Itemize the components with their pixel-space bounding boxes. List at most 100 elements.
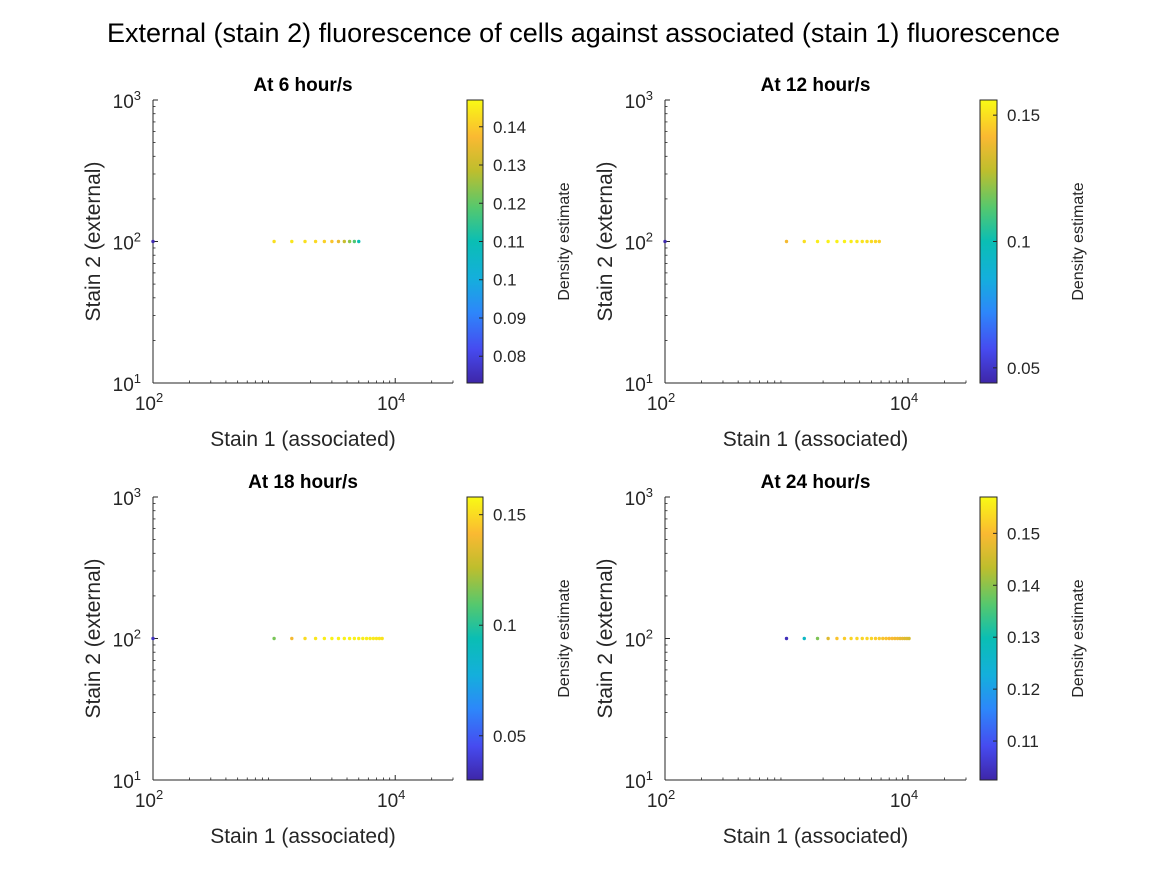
colorbar-tick-label: 0.1	[493, 616, 517, 635]
data-point	[272, 239, 276, 244]
y-tick-label: 101	[625, 768, 653, 793]
colorbar-tick-label: 0.15	[1007, 106, 1040, 125]
colorbar-label: Density estimate	[1070, 182, 1087, 300]
data-point	[151, 636, 155, 641]
data-point	[887, 636, 891, 641]
plot-area	[153, 497, 453, 780]
data-point	[849, 636, 853, 641]
colorbar	[979, 496, 998, 781]
colorbar-tick-label: 0.12	[493, 194, 526, 213]
y-tick-label: 103	[113, 88, 141, 113]
colorbar-tick-label: 0.14	[1007, 576, 1040, 595]
colorbar-tick-label: 0.1	[1007, 233, 1031, 252]
x-tick-label: 104	[377, 390, 405, 415]
x-tick-label: 102	[135, 390, 163, 415]
subplot-title: At 24 hour/s	[761, 472, 871, 493]
colorbar-tick-label: 0.08	[493, 347, 526, 366]
data-point	[357, 239, 361, 244]
data-point	[330, 239, 334, 244]
data-point	[869, 239, 874, 244]
y-tick-label: 103	[113, 485, 141, 510]
data-point	[905, 636, 909, 641]
x-tick-label: 102	[135, 787, 163, 812]
colorbar	[466, 99, 484, 384]
y-tick-label: 102	[625, 230, 653, 255]
colorbar-tick-label: 0.11	[1007, 732, 1039, 751]
data-point	[877, 239, 881, 244]
data-point	[835, 239, 839, 244]
data-point	[357, 636, 361, 641]
data-point	[895, 636, 900, 641]
y-tick-label: 101	[113, 768, 141, 793]
colorbar-label: Density estimate	[1070, 579, 1087, 697]
y-axis-label: Stain 2 (external)	[594, 559, 617, 719]
data-point	[893, 636, 897, 641]
data-point	[884, 636, 888, 641]
colorbar-tick-label: 0.05	[493, 727, 526, 746]
data-point	[342, 239, 347, 244]
subplot-title: At 6 hour/s	[253, 75, 352, 96]
subplot-title: At 18 hour/s	[248, 472, 358, 493]
data-point	[873, 239, 878, 244]
y-tick-label: 103	[625, 88, 653, 113]
y-axis-label: Stain 2 (external)	[82, 559, 105, 719]
data-point	[352, 636, 357, 641]
data-point	[303, 636, 307, 641]
data-point	[352, 239, 357, 244]
colorbar-label: Density estimate	[556, 579, 573, 697]
data-point	[336, 239, 341, 244]
plot-area	[665, 100, 966, 383]
data-point	[873, 636, 878, 641]
colorbar-tick-label: 0.09	[493, 309, 526, 328]
data-point	[815, 636, 820, 641]
colorbar-tick-label: 0.11	[493, 233, 525, 252]
x-axis-label: Stain 1 (associated)	[723, 428, 909, 451]
data-point	[826, 239, 830, 244]
x-tick-label: 104	[890, 787, 918, 812]
data-point	[336, 636, 341, 641]
data-point	[342, 636, 347, 641]
colorbar-tick-label: 0.05	[1007, 359, 1040, 378]
x-axis-label: Stain 1 (associated)	[210, 825, 396, 848]
y-tick-label: 102	[625, 627, 653, 652]
colorbar-tick-label: 0.15	[1007, 524, 1040, 543]
figure-title: External (stain 2) fluorescence of cells…	[107, 18, 1060, 48]
data-point	[860, 239, 864, 244]
y-tick-label: 102	[113, 627, 141, 652]
x-tick-label: 104	[377, 787, 405, 812]
data-point	[330, 636, 334, 641]
data-point	[380, 636, 384, 641]
data-point	[784, 239, 789, 244]
data-point	[815, 239, 820, 244]
x-tick-label: 104	[890, 390, 918, 415]
data-point	[835, 636, 839, 641]
data-point	[903, 636, 907, 641]
x-tick-label: 102	[647, 390, 675, 415]
data-point	[290, 636, 294, 641]
data-point	[849, 239, 853, 244]
data-point	[842, 636, 847, 641]
data-point	[855, 239, 859, 244]
data-point	[890, 636, 894, 641]
data-point	[374, 636, 379, 641]
data-point	[898, 636, 902, 641]
colorbar-tick-label: 0.1	[493, 271, 517, 290]
data-point	[865, 239, 869, 244]
x-axis-label: Stain 1 (associated)	[723, 825, 909, 848]
data-point	[347, 239, 352, 244]
colorbar-tick-label: 0.12	[1007, 680, 1040, 699]
data-point	[784, 636, 789, 641]
subplot-title: At 12 hour/s	[761, 75, 871, 96]
data-point	[313, 636, 318, 641]
data-point	[322, 239, 327, 244]
data-point	[313, 239, 318, 244]
data-point	[855, 636, 859, 641]
x-axis-label: Stain 1 (associated)	[210, 428, 396, 451]
plot-area	[153, 100, 453, 383]
data-point	[303, 239, 307, 244]
data-point	[368, 636, 372, 641]
data-point	[907, 636, 911, 641]
